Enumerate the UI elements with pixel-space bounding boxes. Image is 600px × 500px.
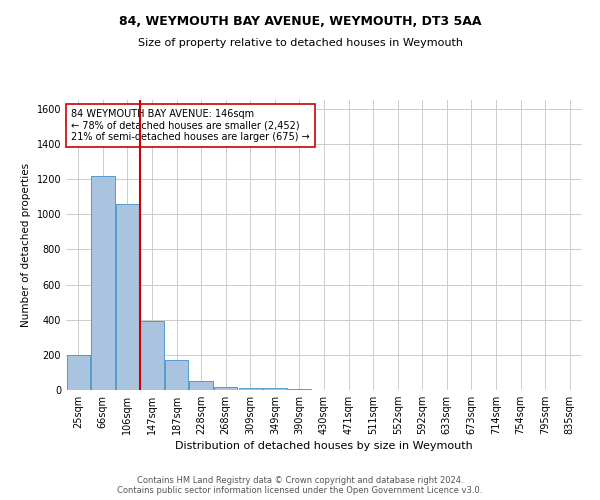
Text: Contains HM Land Registry data © Crown copyright and database right 2024.
Contai: Contains HM Land Registry data © Crown c…	[118, 476, 482, 495]
Bar	[214, 387, 238, 390]
Bar	[239, 388, 262, 390]
Text: 84, WEYMOUTH BAY AVENUE, WEYMOUTH, DT3 5AA: 84, WEYMOUTH BAY AVENUE, WEYMOUTH, DT3 5…	[119, 15, 481, 28]
Bar	[165, 360, 188, 390]
Bar	[288, 388, 311, 390]
Bar	[116, 204, 139, 390]
Text: Size of property relative to detached houses in Weymouth: Size of property relative to detached ho…	[137, 38, 463, 48]
Bar	[67, 355, 90, 390]
Bar	[91, 176, 115, 390]
Text: 84 WEYMOUTH BAY AVENUE: 146sqm
← 78% of detached houses are smaller (2,452)
21% : 84 WEYMOUTH BAY AVENUE: 146sqm ← 78% of …	[71, 108, 310, 142]
X-axis label: Distribution of detached houses by size in Weymouth: Distribution of detached houses by size …	[175, 442, 473, 452]
Bar	[190, 381, 213, 390]
Bar	[263, 388, 287, 390]
Y-axis label: Number of detached properties: Number of detached properties	[21, 163, 31, 327]
Bar	[140, 320, 164, 390]
